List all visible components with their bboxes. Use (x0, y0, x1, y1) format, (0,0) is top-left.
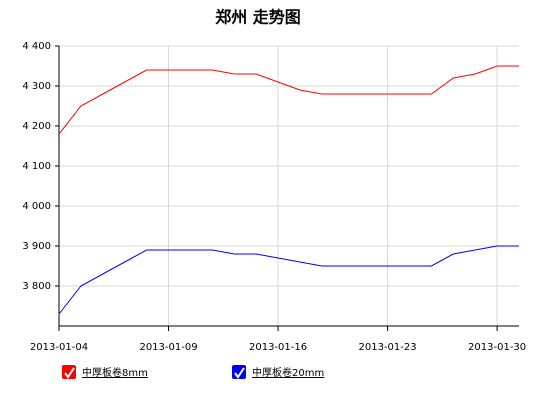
x-tick-label: 2013-01-04 (30, 342, 88, 353)
chart-title: 郑州 走势图 (215, 8, 301, 27)
legend-label: 中厚板卷8mm (82, 366, 148, 379)
y-tick-label: 4 400 (22, 41, 51, 52)
x-tick-label: 2013-01-16 (249, 342, 307, 353)
y-tick-label: 3 800 (22, 281, 51, 292)
legend-item: 中厚板卷8mm (62, 365, 148, 379)
series-line (58, 65, 519, 135)
y-tick-label: 4 300 (22, 81, 51, 92)
series-line (58, 245, 519, 315)
legend-label: 中厚板卷20mm (252, 366, 324, 379)
y-tick-label: 4 100 (22, 161, 51, 172)
x-tick-label: 2013-01-09 (139, 342, 197, 353)
y-tick-label: 4 000 (22, 201, 51, 212)
x-tick-label: 2013-01-30 (468, 342, 526, 353)
legend-item: 中厚板卷20mm (232, 365, 324, 379)
legend-check (64, 367, 75, 379)
y-tick-label: 4 200 (22, 121, 51, 132)
x-tick-label: 2013-01-23 (359, 342, 417, 353)
y-tick-label: 3 900 (22, 241, 51, 252)
legend-check (234, 367, 245, 379)
